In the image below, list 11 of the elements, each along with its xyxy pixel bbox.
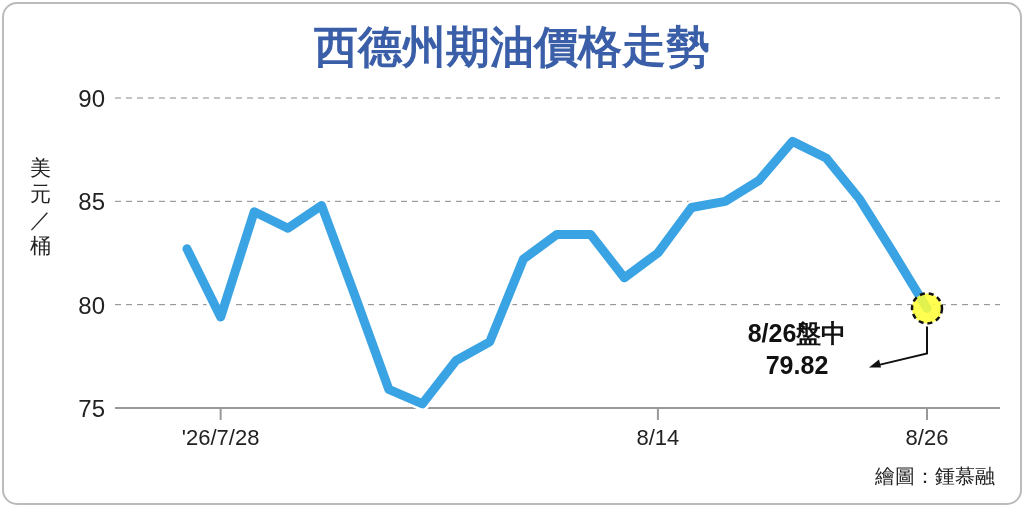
y-tick-label: 90 [78, 85, 105, 112]
text: 繪圖：鍾慕融 [874, 465, 995, 487]
chart-title: 西德州期油價格走勢 [313, 22, 710, 71]
y-tick-label: 85 [78, 188, 105, 216]
x-tick-label: 8/26 [905, 425, 949, 450]
y-axis-title: 美元／桶 [29, 156, 51, 257]
x-tick-label: '26/7/28 [181, 425, 260, 450]
y-tick-label: 75 [78, 395, 105, 422]
y-tick-label: 80 [78, 291, 105, 319]
annotation: 8/26盤中 79.82 [747, 319, 847, 380]
x-tick-label: 8/14 [636, 425, 680, 450]
